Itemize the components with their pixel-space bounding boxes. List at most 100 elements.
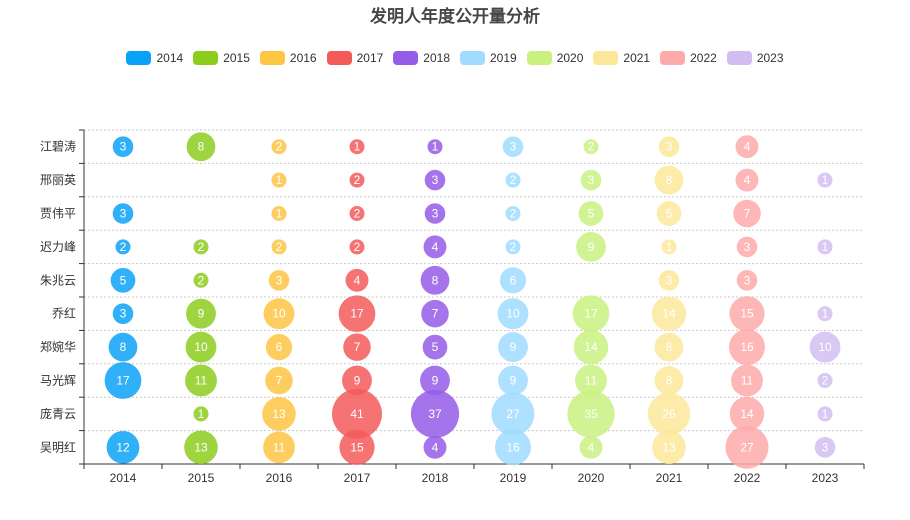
bubble-label: 10 [272,307,286,321]
bubble-label: 7 [432,307,439,321]
chart-title: 发明人年度公开量分析 [370,7,540,26]
bubble [572,295,610,333]
bubble-label: 2 [354,207,361,221]
bubble [736,269,758,291]
bubble-label: 10 [818,340,832,354]
bubble [349,139,365,155]
bubble [817,306,833,322]
legend-item-2020[interactable]: 2020 [526,49,583,67]
bubble-label: 1 [432,140,439,154]
bubble [809,331,841,363]
x-tick-label: 2017 [344,471,371,485]
y-tick-label: 朱兆云 [40,273,76,287]
bubble [104,362,142,399]
bubble-label: 10 [194,340,208,354]
bubble [423,235,447,259]
bubble-label: 3 [432,207,439,221]
bubble-label: 17 [116,374,130,388]
bubble [265,333,293,361]
bubble-label: 8 [198,140,205,154]
bubble [424,203,446,224]
bubble [651,296,687,331]
bubble [110,267,136,293]
bubble [583,139,599,155]
legend-item-2018[interactable]: 2018 [393,49,450,67]
bubble-label: 8 [666,173,673,187]
legend-label: 2021 [623,51,651,65]
legend-item-2023[interactable]: 2023 [726,49,784,67]
legend-swatch [126,51,152,65]
x-tick-label: 2014 [110,471,137,485]
bubble-label: 2 [276,140,283,154]
bubble-label: 2 [198,273,205,287]
bubble-label: 1 [276,207,283,221]
x-tick-label: 2018 [422,471,449,485]
bubble-label: 11 [195,374,208,388]
legend-item-2014[interactable]: 2014 [126,49,183,67]
bubble [495,429,531,466]
bubble-label: 3 [510,140,517,154]
bubble-label: 3 [744,273,751,287]
legend-item-2022[interactable]: 2022 [660,49,717,67]
bubble-label: 12 [116,440,130,454]
legend-item-2019[interactable]: 2019 [460,49,517,67]
bubble [729,329,765,366]
bubble [339,429,375,465]
bubble [349,239,365,255]
legend-item-2017[interactable]: 2017 [326,49,383,67]
bubble [410,389,460,438]
legend-label: 2022 [690,51,717,65]
bubble-label: 3 [276,273,283,287]
bubble-label: 17 [350,307,364,321]
bubble-label: 7 [744,207,751,221]
bubble [729,296,765,332]
bubble [112,303,134,325]
legend-item-2021[interactable]: 2021 [593,49,650,67]
legend-swatch [326,51,352,65]
bubble [505,239,521,255]
legend-swatch [193,51,219,65]
bubble [262,397,296,431]
bubble-label: 1 [666,240,673,254]
bubble [736,236,758,258]
legend-item-2015[interactable]: 2015 [193,49,250,67]
bubble [185,364,217,397]
bubble-label: 1 [822,407,829,421]
bubble-label: 4 [432,240,439,254]
bubble-label: 17 [584,307,598,321]
y-tick-label: 郑婉华 [40,339,76,354]
bubble [263,298,295,330]
bubble-label: 9 [354,374,361,388]
bubble [733,199,761,228]
bubble-label: 13 [662,440,676,454]
bubble [193,406,209,422]
legend[interactable]: 2014 2015 2016 2017 2018 2019 2020 2021 2022 2023 [0,49,910,67]
y-tick-label: 迟力峰 [40,240,76,254]
bubble-label: 2 [276,240,283,254]
legend-swatch [460,51,485,65]
bubble-label: 3 [744,240,751,254]
bubble [817,239,833,255]
bubble-label: 3 [822,440,829,454]
bubble [421,299,449,328]
legend-item-2016[interactable]: 2016 [259,49,317,67]
bubble-label: 9 [510,340,517,354]
bubble [332,388,382,439]
bubble-label: 7 [276,374,283,388]
bubble-label: 1 [822,173,829,187]
legend-swatch [660,51,686,65]
bubble-label: 27 [740,440,754,454]
bubble [185,331,217,363]
bubble [735,168,759,192]
bubble [498,332,528,363]
bubble [654,332,684,362]
bubble-label: 3 [666,273,673,287]
bubble-label: 3 [588,173,595,187]
bubble-label: 1 [276,173,283,187]
bubble-label: 4 [588,440,595,454]
bubble [349,206,365,221]
legend-swatch [726,51,752,65]
legend-label: 2023 [756,51,784,65]
bubble [271,206,287,221]
